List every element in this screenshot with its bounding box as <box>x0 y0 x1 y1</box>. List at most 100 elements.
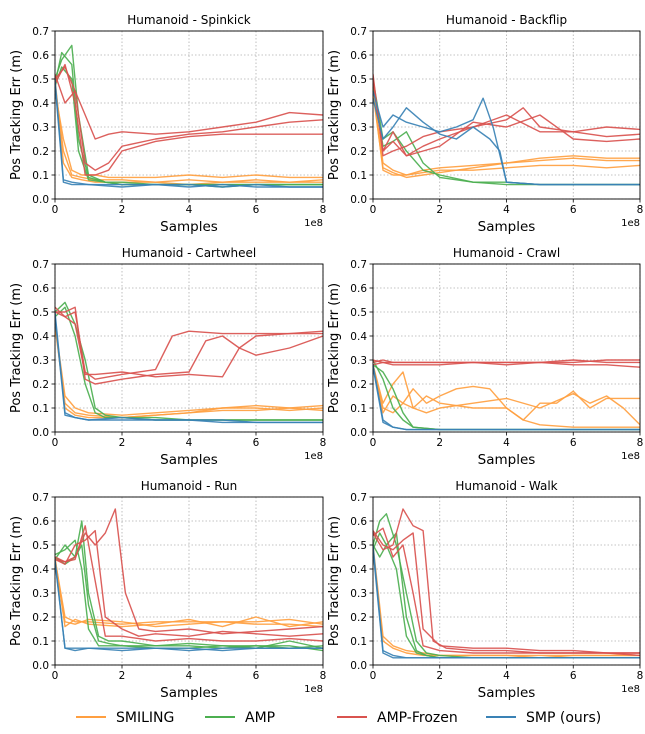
y-tick-label: 0.7 <box>32 26 49 38</box>
x-tick-label: 4 <box>186 670 193 682</box>
x-axis-label: Samples <box>478 685 536 701</box>
legend-label: SMILING <box>116 710 174 726</box>
series-line-smiling <box>55 559 323 625</box>
panel-backflip: 0 2 4 6 8 0.0 0.1 0.2 0.3 0.4 0.5 0.6 0.7 Humanoid - … <box>327 13 643 235</box>
series-line-smiling <box>55 321 323 419</box>
x-tick-label: 0 <box>370 670 377 682</box>
y-tick-label: 0.3 <box>32 355 49 367</box>
chart-title: Humanoid - Crawl <box>453 246 560 260</box>
x-axis-label: Samples <box>478 219 536 235</box>
x-tick-label: 2 <box>119 670 126 682</box>
y-tick-label: 0.2 <box>350 146 367 158</box>
x-tick-label: 0 <box>370 204 377 216</box>
x-tick-label: 2 <box>436 670 443 682</box>
chart-title: Humanoid - Walk <box>455 479 557 493</box>
y-tick-label: 0.1 <box>32 170 49 182</box>
y-tick-label: 0.0 <box>32 660 49 672</box>
chart-title: Humanoid - Cartwheel <box>122 246 256 260</box>
series-line-amp-frozen <box>55 306 323 385</box>
y-tick-label: 0.2 <box>32 146 49 158</box>
y-tick-label: 0.3 <box>350 355 367 367</box>
y-tick-label: 0.2 <box>32 612 49 624</box>
series-line-smp-ours <box>55 316 323 424</box>
series-line-smp-ours <box>55 83 323 188</box>
x-exponent-label: 1e8 <box>621 684 640 695</box>
y-tick-label: 0.4 <box>350 331 367 343</box>
y-tick-label: 0.2 <box>350 379 367 391</box>
series-line-smiling <box>55 90 323 179</box>
panel-cartwheel: 0 2 4 6 8 0.0 0.1 0.2 0.3 0.4 0.5 0.6 0.7 Humanoid - … <box>9 246 326 468</box>
series-line-smp-ours <box>373 367 640 431</box>
series-line-smiling <box>373 364 640 426</box>
y-tick-label: 0.7 <box>32 492 49 504</box>
legend-label: AMP-Frozen <box>377 710 458 726</box>
panel-spinkick: 0 2 4 6 8 0.0 0.1 0.2 0.3 0.4 0.5 0.6 0.7 Humanoid - … <box>9 13 326 235</box>
x-tick-label: 4 <box>186 437 193 449</box>
x-tick-label: 6 <box>570 204 577 216</box>
series-line-amp-frozen <box>55 529 323 637</box>
x-tick-label: 8 <box>320 204 327 216</box>
series-line-amp-frozen <box>373 78 640 157</box>
y-tick-label: 0.0 <box>350 660 367 672</box>
x-tick-label: 6 <box>570 437 577 449</box>
series-line-smiling <box>373 549 640 659</box>
x-tick-label: 8 <box>637 670 644 682</box>
series-line-amp-frozen <box>373 74 640 157</box>
y-tick-label: 0.2 <box>350 612 367 624</box>
chart-title: Humanoid - Run <box>141 479 238 493</box>
series-line-amp-frozen <box>373 527 640 657</box>
y-tick-label: 0.6 <box>350 516 367 528</box>
y-tick-label: 0.3 <box>350 122 367 134</box>
y-tick-label: 0.7 <box>350 492 367 504</box>
x-exponent-label: 1e8 <box>621 218 640 229</box>
x-tick-label: 2 <box>436 437 443 449</box>
series-line-smiling <box>55 561 323 628</box>
series-line-smp-ours <box>55 561 323 652</box>
legend-entry-smp-ours: SMP (ours) <box>486 710 601 726</box>
y-axis-label: Pos Tracking Err (m) <box>327 283 342 413</box>
y-tick-label: 0.0 <box>350 427 367 439</box>
y-axis-label: Pos Tracking Err (m) <box>9 516 24 646</box>
y-tick-label: 0.6 <box>350 283 367 295</box>
series-group <box>55 508 323 652</box>
x-tick-label: 2 <box>436 204 443 216</box>
y-tick-label: 0.4 <box>32 331 49 343</box>
x-tick-label: 8 <box>320 437 327 449</box>
y-tick-label: 0.7 <box>350 26 367 38</box>
y-tick-label: 0.1 <box>350 636 367 648</box>
x-tick-label: 2 <box>119 437 126 449</box>
chart-title: Humanoid - Backflip <box>446 13 567 27</box>
y-axis-label: Pos Tracking Err (m) <box>9 50 24 180</box>
series-line-amp-frozen <box>55 525 323 642</box>
x-exponent-label: 1e8 <box>621 451 640 462</box>
x-tick-label: 6 <box>253 437 260 449</box>
x-tick-label: 0 <box>52 670 59 682</box>
y-tick-label: 0.6 <box>32 50 49 62</box>
series-line-smiling <box>373 364 640 421</box>
series-line-amp-frozen <box>55 63 323 176</box>
x-axis-label: Samples <box>160 452 218 468</box>
series-line-smiling <box>373 93 640 179</box>
y-tick-label: 0.5 <box>350 307 367 319</box>
y-tick-label: 0.1 <box>350 170 367 182</box>
y-tick-label: 0.4 <box>350 98 367 110</box>
x-tick-label: 4 <box>503 204 510 216</box>
series-line-smiling <box>373 90 640 176</box>
series-line-amp-frozen <box>55 311 323 378</box>
x-tick-label: 4 <box>186 204 193 216</box>
legend-label: SMP (ours) <box>526 710 601 726</box>
x-exponent-label: 1e8 <box>304 684 323 695</box>
y-tick-label: 0.0 <box>32 427 49 439</box>
x-tick-label: 6 <box>253 670 260 682</box>
y-tick-label: 0.1 <box>32 403 49 415</box>
y-axis-label: Pos Tracking Err (m) <box>327 50 342 180</box>
panel-walk: 0 2 4 6 8 0.0 0.1 0.2 0.3 0.4 0.5 0.6 0.7 Humanoid - … <box>327 479 643 701</box>
x-exponent-label: 1e8 <box>304 218 323 229</box>
x-tick-label: 0 <box>370 437 377 449</box>
y-tick-label: 0.5 <box>32 307 49 319</box>
y-tick-label: 0.5 <box>32 74 49 86</box>
y-tick-label: 0.3 <box>350 588 367 600</box>
y-tick-label: 0.5 <box>350 74 367 86</box>
x-exponent-label: 1e8 <box>304 451 323 462</box>
